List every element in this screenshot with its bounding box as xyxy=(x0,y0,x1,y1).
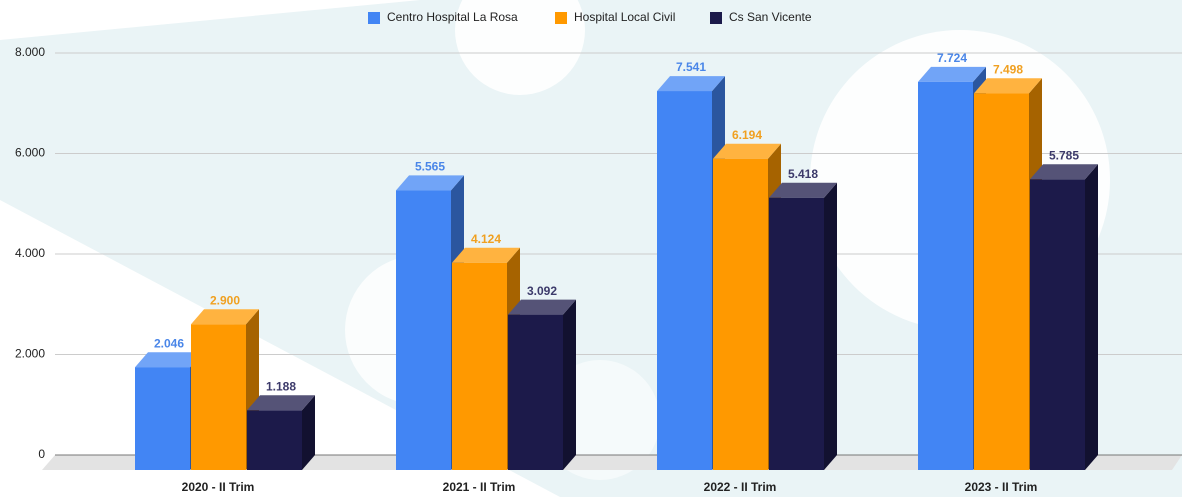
bar xyxy=(247,395,315,470)
data-label: 2.900 xyxy=(210,293,240,307)
bar-top xyxy=(1030,164,1098,180)
data-label: 7.541 xyxy=(676,60,706,74)
bar-front xyxy=(508,314,563,470)
bar xyxy=(191,309,259,470)
data-label: 5.418 xyxy=(788,167,818,181)
data-label: 1.188 xyxy=(266,379,296,393)
data-label: 6.194 xyxy=(732,128,762,142)
y-tick-label: 0 xyxy=(38,447,45,461)
bar-top xyxy=(769,182,837,198)
y-tick-label: 2.000 xyxy=(15,347,45,361)
y-tick-label: 8.000 xyxy=(15,45,45,59)
bar-front xyxy=(974,93,1029,471)
x-tick-label: 2022 - II Trim xyxy=(704,480,777,494)
bar xyxy=(508,299,576,470)
floor xyxy=(42,455,1182,470)
data-label: 5.785 xyxy=(1049,148,1079,162)
y-tick-label: 6.000 xyxy=(15,146,45,160)
data-label: 5.565 xyxy=(415,160,445,174)
legend-swatch xyxy=(710,12,722,24)
data-label: 2.046 xyxy=(154,336,184,350)
bar-front xyxy=(191,324,246,470)
bar-front xyxy=(452,262,507,470)
x-tick-label: 2020 - II Trim xyxy=(182,480,255,494)
y-tick-label: 4.000 xyxy=(15,246,45,260)
data-label: 7.498 xyxy=(993,62,1023,76)
x-tick-label: 2023 - II Trim xyxy=(965,480,1038,494)
x-tick-label: 2021 - II Trim xyxy=(443,480,516,494)
bar-side xyxy=(1085,164,1098,470)
bar-front xyxy=(1030,179,1085,470)
bar-top xyxy=(508,299,576,315)
data-label: 3.092 xyxy=(527,284,557,298)
bar-front xyxy=(247,410,302,470)
bar-top xyxy=(191,309,259,325)
bar-side xyxy=(824,182,837,471)
data-label: 7.724 xyxy=(937,51,967,65)
bar-top xyxy=(974,78,1042,94)
bar-top xyxy=(135,352,203,368)
bar xyxy=(974,78,1042,471)
legend-label: Centro Hospital La Rosa xyxy=(387,10,518,24)
bar-front xyxy=(918,81,973,470)
bar-front xyxy=(657,91,712,470)
legend-label: Hospital Local Civil xyxy=(574,10,675,24)
bar-front xyxy=(713,158,768,470)
bar-top xyxy=(713,143,781,159)
bar-front xyxy=(396,190,451,470)
legend-label: Cs San Vicente xyxy=(729,10,812,24)
legend-swatch xyxy=(368,12,380,24)
bar xyxy=(1030,164,1098,470)
bar-top xyxy=(452,247,520,263)
bar-top xyxy=(657,76,725,92)
data-label: 4.124 xyxy=(471,232,501,246)
bar-front xyxy=(135,367,190,470)
bar-front xyxy=(769,197,824,471)
bar-top xyxy=(918,66,986,82)
bar xyxy=(769,182,837,471)
bar-side xyxy=(302,395,315,470)
legend-swatch xyxy=(555,12,567,24)
bar-side xyxy=(563,299,576,470)
bar-top xyxy=(247,395,315,411)
bar-top xyxy=(396,175,464,191)
